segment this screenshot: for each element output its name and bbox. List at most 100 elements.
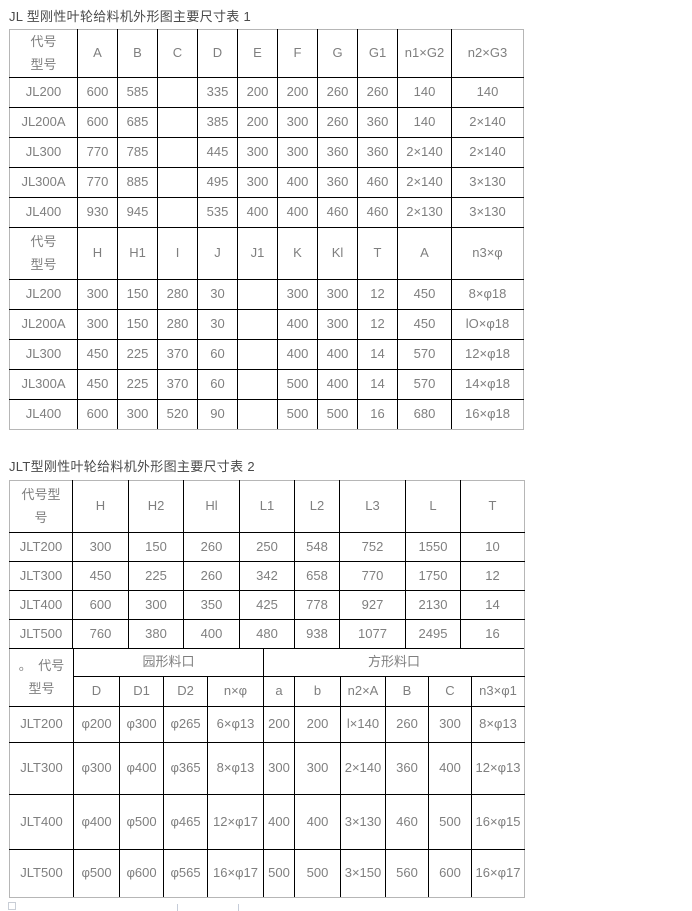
value-cell: 885 <box>117 167 158 198</box>
next-table-edge-tick <box>238 904 239 911</box>
value-cell: 2×130 <box>397 197 452 228</box>
value-cell: 480 <box>239 619 295 649</box>
table2-title: JLT型刚性叶轮给料机外形图主要尺寸表 2 <box>9 459 255 474</box>
value-cell: 225 <box>128 561 184 591</box>
value-cell: 280 <box>157 309 198 340</box>
value-cell: 450 <box>72 561 129 591</box>
value-cell: 3×150 <box>340 849 386 898</box>
value-cell: 60 <box>197 369 238 400</box>
value-cell: 260 <box>317 77 358 108</box>
model-cell: JL200A <box>9 309 78 340</box>
value-cell: 30 <box>197 309 238 340</box>
value-cell: φ300 <box>73 742 120 795</box>
column-header-cell: I <box>157 227 198 280</box>
table-row: JL200 600 585 335 200 200 260 260 140 140 <box>9 77 524 108</box>
value-cell: 150 <box>117 309 158 340</box>
value-cell: φ400 <box>119 742 164 795</box>
value-cell: 560 <box>385 849 429 898</box>
value-cell: 342 <box>239 561 295 591</box>
table-row: JL300 450 225 370 60 400 400 14 570 12×φ18 <box>9 339 524 370</box>
value-cell: 548 <box>294 532 340 562</box>
value-cell: 30 <box>197 279 238 310</box>
column-header-cell: n3×φ1 <box>471 676 525 707</box>
row-label-header-cell: 。 代号 型号 <box>9 648 74 707</box>
value-cell: 600 <box>77 77 118 108</box>
value-cell: 3×130 <box>451 167 524 198</box>
value-cell: 400 <box>263 794 295 850</box>
value-cell: 16 <box>357 399 398 430</box>
value-cell: 495 <box>197 167 238 198</box>
column-header-cell: n2×G3 <box>451 29 524 78</box>
value-cell: 300 <box>77 279 118 310</box>
model-cell: JLT500 <box>9 619 73 649</box>
table-row: JL300A 450 225 370 60 500 400 14 570 14×φ18 <box>9 369 524 400</box>
value-cell: 752 <box>339 532 406 562</box>
value-cell: 450 <box>77 339 118 370</box>
value-cell: 360 <box>317 137 358 168</box>
value-cell: 500 <box>277 369 318 400</box>
table-row: JL200 300 150 280 30 300 300 12 450 8×φ18 <box>9 279 524 310</box>
value-cell: 14 <box>357 339 398 370</box>
value-cell: 300 <box>237 167 278 198</box>
model-cell: JL200 <box>9 279 78 310</box>
value-cell <box>157 167 198 198</box>
value-cell: 16×φ18 <box>451 399 524 430</box>
value-cell: 385 <box>197 107 238 138</box>
value-cell: 2130 <box>405 590 461 620</box>
column-header-cell: n3×φ <box>451 227 524 280</box>
value-cell: 3×130 <box>340 794 386 850</box>
value-cell: φ465 <box>163 794 208 850</box>
value-cell: 450 <box>77 369 118 400</box>
value-cell: 250 <box>239 532 295 562</box>
value-cell: 445 <box>197 137 238 168</box>
value-cell: 140 <box>397 77 452 108</box>
table-row: JLT400 600 300 350 425 778 927 2130 14 <box>9 590 525 620</box>
value-cell: 770 <box>77 137 118 168</box>
value-cell: 16×φ17 <box>207 849 264 898</box>
column-header-cell: L2 <box>294 480 340 533</box>
value-cell: 14 <box>460 590 525 620</box>
value-cell: 16 <box>460 619 525 649</box>
value-cell: 200 <box>294 706 341 743</box>
value-cell: 400 <box>277 339 318 370</box>
table-row: JLT500 φ500 φ600 φ565 16×φ17 500 500 3×150 560 60… <box>9 849 525 898</box>
value-cell: 16×φ17 <box>471 849 525 898</box>
value-cell: 600 <box>428 849 472 898</box>
value-cell: 16×φ15 <box>471 794 525 850</box>
value-cell: 1550 <box>405 532 461 562</box>
value-cell: 2×140 <box>397 137 452 168</box>
value-cell: 658 <box>294 561 340 591</box>
value-cell <box>237 279 278 310</box>
value-cell: 200 <box>237 107 278 138</box>
value-cell: 570 <box>397 369 452 400</box>
value-cell: φ265 <box>163 706 208 743</box>
model-cell: JLT500 <box>9 849 74 898</box>
column-header-cell: Kl <box>317 227 358 280</box>
value-cell: φ365 <box>163 742 208 795</box>
value-cell: 450 <box>397 279 452 310</box>
model-cell: JLT300 <box>9 742 74 795</box>
value-cell: 535 <box>197 197 238 228</box>
model-cell: JL200 <box>9 77 78 108</box>
model-cell: JLT300 <box>9 561 73 591</box>
value-cell: 260 <box>357 77 398 108</box>
column-header-cell: H <box>72 480 129 533</box>
table-row: JLT400 φ400 φ500 φ465 12×φ17 400 400 3×130 460 50… <box>9 794 525 850</box>
value-cell: 300 <box>128 590 184 620</box>
model-cell: JL300 <box>9 137 78 168</box>
value-cell: 14 <box>357 369 398 400</box>
column-header-cell: n1×G2 <box>397 29 452 78</box>
model-cell: JL200A <box>9 107 78 138</box>
column-header-cell: T <box>357 227 398 280</box>
value-cell: 8×φ13 <box>471 706 525 743</box>
value-cell: 12 <box>357 279 398 310</box>
value-cell: 12×φ18 <box>451 339 524 370</box>
value-cell: 360 <box>317 167 358 198</box>
value-cell: 380 <box>128 619 184 649</box>
jlt-dimensions-table: 代号型 号 H H2 Hl L1 L2 L3 L T JLT200 300 150 260 250 548 7… <box>9 480 525 649</box>
table-row: JLT200 φ200 φ300 φ265 6×φ13 200 200 l×140 260 300… <box>9 706 525 743</box>
column-header-cell: J <box>197 227 238 280</box>
value-cell: 2495 <box>405 619 461 649</box>
